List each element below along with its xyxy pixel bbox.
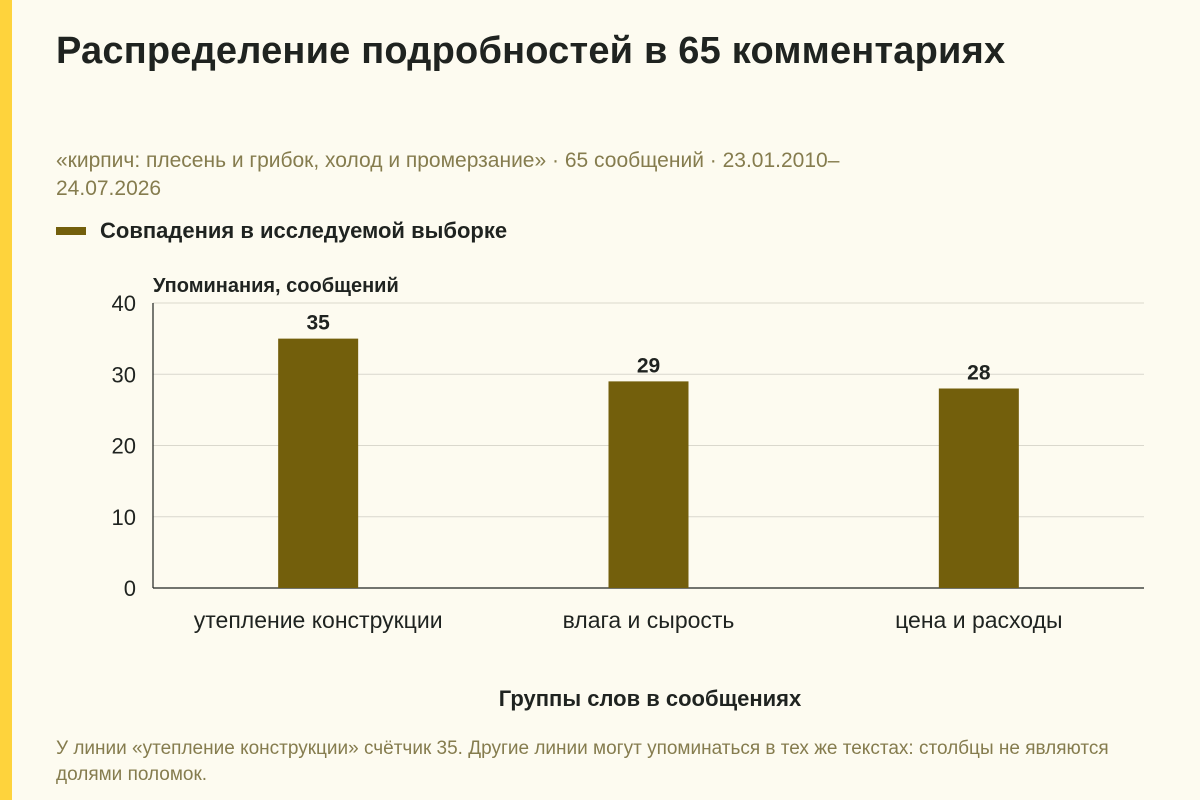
bar-value-label: 29 bbox=[637, 354, 660, 377]
footnote: У линии «утепление конструкции» счётчик … bbox=[56, 738, 1109, 785]
bar bbox=[608, 381, 689, 588]
bar bbox=[278, 338, 359, 588]
x-tick-label: утепление конструкции bbox=[194, 607, 443, 633]
accent-strip bbox=[0, 0, 12, 800]
chart-title: Распределение подробностей в 65 коммента… bbox=[56, 30, 1006, 72]
x-tick-label: влага и сырость bbox=[563, 607, 735, 633]
bar bbox=[938, 388, 1019, 588]
y-tick-label: 10 bbox=[112, 505, 136, 530]
bar-value-label: 28 bbox=[967, 362, 991, 385]
y-tick-label: 40 bbox=[112, 291, 136, 316]
chart-subtitle: «кирпич: плесень и грибок, холод и проме… bbox=[56, 149, 840, 200]
bar-value-label: 35 bbox=[306, 312, 330, 335]
x-tick-label: цена и расходы bbox=[895, 607, 1062, 633]
legend: Совпадения в исследуемой выборке bbox=[56, 218, 507, 244]
x-axis-ticks: утепление конструкции влага и сырость цена… bbox=[194, 607, 1063, 633]
bars bbox=[278, 338, 1019, 588]
y-tick-label: 20 bbox=[112, 434, 136, 459]
y-tick-label: 30 bbox=[112, 362, 136, 387]
x-axis-title: Группы слов в сообщениях bbox=[498, 686, 802, 711]
y-tick-label: 0 bbox=[124, 576, 136, 601]
value-labels: 35 29 28 bbox=[306, 312, 990, 385]
y-axis-ticks: 0 10 20 30 40 bbox=[112, 291, 136, 601]
legend-label: Совпадения в исследуемой выборке bbox=[100, 218, 508, 243]
legend-swatch bbox=[56, 227, 86, 235]
y-axis-label: Упоминания, сообщений bbox=[153, 275, 399, 297]
